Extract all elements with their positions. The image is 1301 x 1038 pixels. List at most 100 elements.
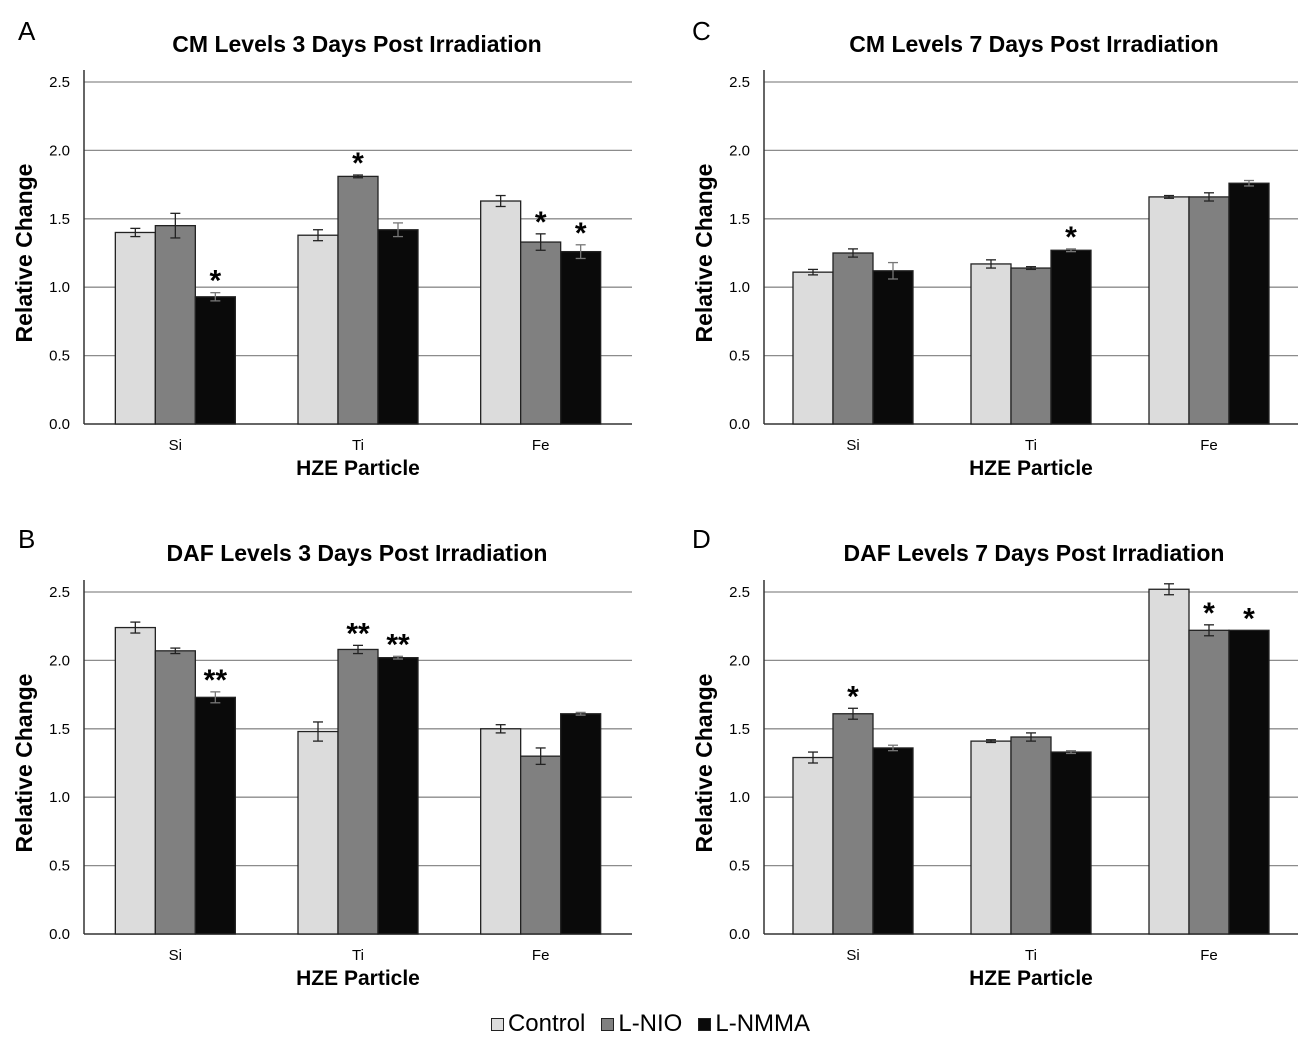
x-tick-label: Si	[846, 947, 859, 964]
bar-l-nmma-fe	[560, 713, 602, 935]
bar-control-ti	[297, 234, 339, 425]
bar-l-nio-si	[154, 650, 196, 935]
significance-marker: *	[1243, 602, 1255, 635]
significance-marker: *	[1203, 597, 1215, 630]
bar-l-nmma-si	[194, 296, 236, 425]
bar-l-nmma-ti	[1050, 751, 1092, 935]
legend-label-control: Control	[507, 1010, 586, 1037]
y-tick-label: 1.0	[729, 789, 750, 806]
chart-title: DAF Levels 7 Days Post Irradiation	[844, 540, 1225, 566]
y-axis-label: Relative Change	[11, 164, 37, 343]
y-tick-label: 2.5	[49, 74, 70, 91]
y-tick-label: 2.5	[729, 74, 750, 91]
y-tick-label: 2.0	[49, 652, 70, 669]
bar-control-fe	[1148, 588, 1190, 935]
x-tick-label: Si	[169, 437, 182, 454]
legend-item-l-nio: L-NIO	[601, 1010, 682, 1038]
y-tick-label: 0.0	[49, 416, 70, 433]
y-tick-label: 1.0	[49, 279, 70, 296]
bar-control-ti	[970, 263, 1012, 425]
bar-l-nio-ti	[337, 175, 379, 425]
y-tick-label: 2.0	[729, 652, 750, 669]
panel-letter: C	[692, 16, 711, 46]
chart-title: DAF Levels 3 Days Post Irradiation	[167, 540, 548, 566]
chart-title: CM Levels 7 Days Post Irradiation	[849, 31, 1218, 57]
y-axis-label: Relative Change	[691, 164, 717, 343]
bar-control-fe	[480, 728, 522, 935]
x-tick-label: Si	[169, 947, 182, 964]
legend-label-l-nmma: L-NMMA	[715, 1010, 811, 1037]
y-tick-label: 1.5	[49, 211, 70, 228]
bar-l-nio-fe	[1188, 629, 1230, 935]
x-axis-label: HZE Particle	[969, 967, 1093, 990]
y-tick-label: 1.0	[729, 279, 750, 296]
significance-marker: *	[352, 147, 364, 180]
significance-marker: *	[535, 206, 547, 239]
x-tick-label: Fe	[1200, 437, 1218, 454]
panel-letter: D	[692, 524, 711, 554]
chart-panel-a: A CM Levels 3 Days Post Irradiation 0.0 0.5…	[11, 16, 632, 480]
x-axis-label: HZE Particle	[969, 457, 1093, 480]
chart-panel-c: C CM Levels 7 Days Post Irradiation 0.0 0.5…	[691, 16, 1298, 480]
x-axis-label: HZE Particle	[296, 967, 420, 990]
y-tick-label: 0.5	[49, 348, 70, 365]
y-tick-label: 0.5	[729, 858, 750, 875]
chart-panel-d: D DAF Levels 7 Days Post Irradiation 0.0 0.…	[691, 524, 1298, 990]
x-tick-label: Ti	[1025, 437, 1037, 454]
bar-l-nmma-ti	[377, 229, 419, 425]
bar-control-ti	[970, 740, 1012, 935]
legend-swatch-l-nmma	[698, 1017, 712, 1031]
significance-marker: *	[575, 217, 587, 250]
bar-l-nmma-si	[194, 696, 236, 935]
y-tick-label: 1.5	[729, 721, 750, 738]
legend-swatch-l-nio	[601, 1017, 615, 1031]
legend-label-l-nio: L-NIO	[618, 1010, 683, 1037]
chart-title: CM Levels 3 Days Post Irradiation	[172, 31, 541, 57]
x-tick-label: Ti	[352, 437, 364, 454]
bar-control-fe	[1148, 196, 1190, 425]
bar-l-nmma-si	[872, 270, 914, 425]
bar-l-nio-fe	[1188, 196, 1230, 425]
significance-marker: *	[847, 680, 859, 713]
significance-marker: **	[386, 628, 410, 661]
x-tick-label: Fe	[1200, 947, 1218, 964]
y-tick-label: 2.5	[729, 584, 750, 601]
legend-swatch-control	[490, 1017, 504, 1031]
legend: Control L-NIO L-NMMA	[0, 1010, 1301, 1038]
bar-control-si	[792, 271, 834, 425]
x-tick-label: Fe	[532, 947, 550, 964]
y-tick-label: 0.5	[49, 858, 70, 875]
bar-l-nio-si	[832, 713, 874, 935]
x-tick-label: Si	[846, 437, 859, 454]
y-tick-label: 1.5	[729, 211, 750, 228]
bar-control-si	[114, 626, 156, 935]
bar-l-nio-ti	[337, 648, 379, 935]
bar-l-nmma-ti	[377, 657, 419, 935]
bar-control-fe	[480, 200, 522, 425]
bar-l-nio-ti	[1010, 267, 1052, 425]
bar-l-nio-fe	[520, 241, 562, 425]
x-tick-label: Ti	[1025, 947, 1037, 964]
y-tick-label: 1.0	[49, 789, 70, 806]
y-tick-label: 0.0	[729, 416, 750, 433]
bar-control-ti	[297, 730, 339, 935]
x-axis-label: HZE Particle	[296, 457, 420, 480]
panel-letter: A	[18, 16, 36, 46]
y-tick-label: 0.0	[49, 926, 70, 943]
bar-control-si	[114, 231, 156, 425]
y-axis-label: Relative Change	[691, 674, 717, 853]
bar-l-nmma-si	[872, 747, 914, 935]
y-tick-label: 1.5	[49, 721, 70, 738]
bar-l-nio-si	[154, 224, 196, 425]
y-tick-label: 0.0	[729, 926, 750, 943]
panel-letter: B	[18, 524, 35, 554]
bar-l-nmma-ti	[1050, 249, 1092, 425]
bar-l-nmma-fe	[560, 250, 602, 425]
chart-panel-b: B DAF Levels 3 Days Post Irradiation 0.0 0.…	[11, 524, 632, 990]
y-tick-label: 2.5	[49, 584, 70, 601]
bar-l-nmma-fe	[1228, 182, 1270, 425]
bar-l-nio-si	[832, 252, 874, 425]
x-tick-label: Fe	[532, 437, 550, 454]
bar-l-nio-fe	[520, 755, 562, 935]
